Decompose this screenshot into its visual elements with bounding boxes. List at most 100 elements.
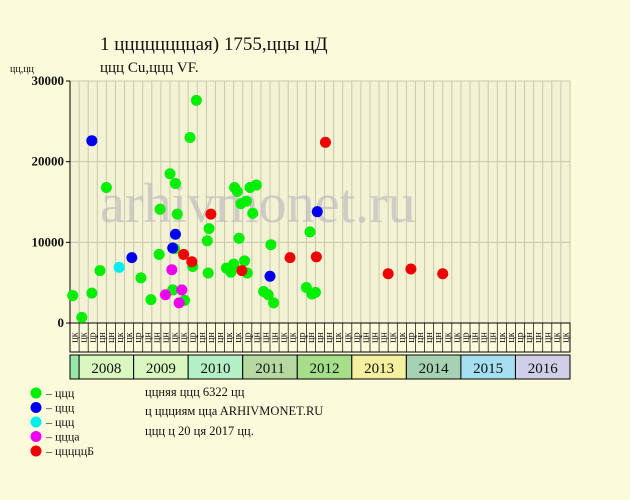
data-point [171, 208, 183, 220]
legend-marker [30, 402, 42, 413]
data-point [86, 287, 98, 299]
data-point [94, 265, 106, 277]
plot-area [70, 81, 570, 323]
column-label: цн [433, 332, 444, 343]
column-label: цк [170, 332, 181, 342]
column-label: цн [215, 332, 226, 343]
column-label: цн [270, 332, 281, 343]
data-point [67, 290, 79, 302]
data-point [167, 242, 179, 254]
year-label: 2013 [364, 361, 394, 377]
data-point [166, 264, 178, 276]
column-label: цк [179, 332, 190, 342]
column-label: цр [133, 332, 144, 342]
column-label: цн [142, 332, 153, 343]
year-band-cell [133, 354, 189, 380]
column-label: цр [460, 332, 471, 342]
column-label: цн [251, 332, 262, 343]
data-point [304, 226, 316, 238]
year-band-cell [514, 354, 571, 380]
year-band-cell [405, 354, 462, 380]
year-label: 2010 [200, 361, 230, 377]
year-label: 2011 [255, 361, 284, 377]
year-label: 2014 [419, 361, 450, 377]
column-label: цк [70, 332, 81, 342]
column-label: цн [479, 332, 490, 343]
data-point [201, 235, 213, 247]
data-point [145, 294, 157, 306]
data-point [76, 311, 88, 323]
column-label: цн [379, 332, 390, 343]
column-label: цр [88, 332, 99, 342]
legend-marker [30, 387, 42, 399]
data-point [86, 135, 98, 147]
year-label: 2009 [146, 361, 176, 377]
legend-label: – цццццБ [45, 444, 94, 458]
column-label: цн [315, 332, 326, 343]
column-label: цк [497, 332, 508, 342]
year-band-cell [78, 354, 135, 380]
legend-label: – ццц [45, 401, 75, 415]
data-point [309, 286, 321, 298]
column-label: цн [415, 332, 426, 343]
column-label: цк [397, 332, 408, 342]
axes: 0100002000030000цкцкцрцнцнцкцкцрцнцнцнцк… [32, 73, 571, 380]
column-label: цн [524, 332, 535, 343]
year-band-cell [242, 354, 298, 380]
column-label: цн [488, 332, 499, 343]
column-label: цн [151, 332, 162, 343]
column-label: цк [333, 332, 344, 342]
column-label: цн [160, 332, 171, 343]
column-label: цн [97, 332, 108, 343]
data-point [233, 232, 245, 244]
column-label: цн [106, 332, 117, 343]
data-point [311, 206, 323, 218]
column-label: цр [351, 332, 362, 342]
column-label: цн [542, 332, 553, 343]
legend-marker [30, 416, 42, 428]
data-point [250, 179, 262, 191]
legend-label: – ццц [45, 386, 75, 400]
data-point [154, 203, 166, 215]
data-point [310, 251, 322, 263]
year-band-cell [351, 354, 407, 380]
data-point [178, 248, 190, 260]
chart-subtitle: ццц Cu,ццц VF. [100, 60, 199, 76]
data-point [405, 263, 417, 275]
column-label: цн [470, 332, 481, 343]
column-label: цн [306, 332, 317, 343]
column-label: цн [424, 332, 435, 343]
data-point [265, 239, 277, 251]
column-label: цк [342, 332, 353, 342]
column-label-row [69, 322, 571, 353]
data-point [228, 258, 240, 270]
info-line: ц ццциям ццa ARHIVMONET.RU [145, 404, 323, 418]
y-axis-unit-label: цц,цц [10, 64, 35, 75]
y-tick-label: 30000 [32, 73, 65, 88]
y-tick-label: 10000 [32, 234, 65, 249]
data-point [382, 268, 394, 280]
data-point [247, 207, 259, 219]
column-label: цк [79, 332, 90, 342]
year-label: 2016 [528, 361, 559, 377]
column-label: цк [224, 332, 235, 342]
data-point [169, 228, 181, 240]
column-label: цн [370, 332, 381, 343]
data-point [184, 131, 196, 143]
column-label: цр [406, 332, 417, 342]
data-point [264, 270, 276, 282]
legend-marker [30, 431, 42, 442]
info-line: ццц ц 20 ця 2017 цц. [145, 424, 254, 438]
data-point [319, 136, 331, 148]
data-point [135, 272, 147, 284]
column-label: цк [279, 332, 290, 342]
data-point [202, 267, 214, 279]
year-label: 2015 [473, 361, 503, 377]
data-point [205, 208, 217, 220]
year-band-cell [69, 354, 80, 380]
data-point [164, 168, 176, 180]
column-label: цн [206, 332, 217, 343]
column-label: цк [551, 332, 562, 342]
data-point [190, 94, 202, 106]
